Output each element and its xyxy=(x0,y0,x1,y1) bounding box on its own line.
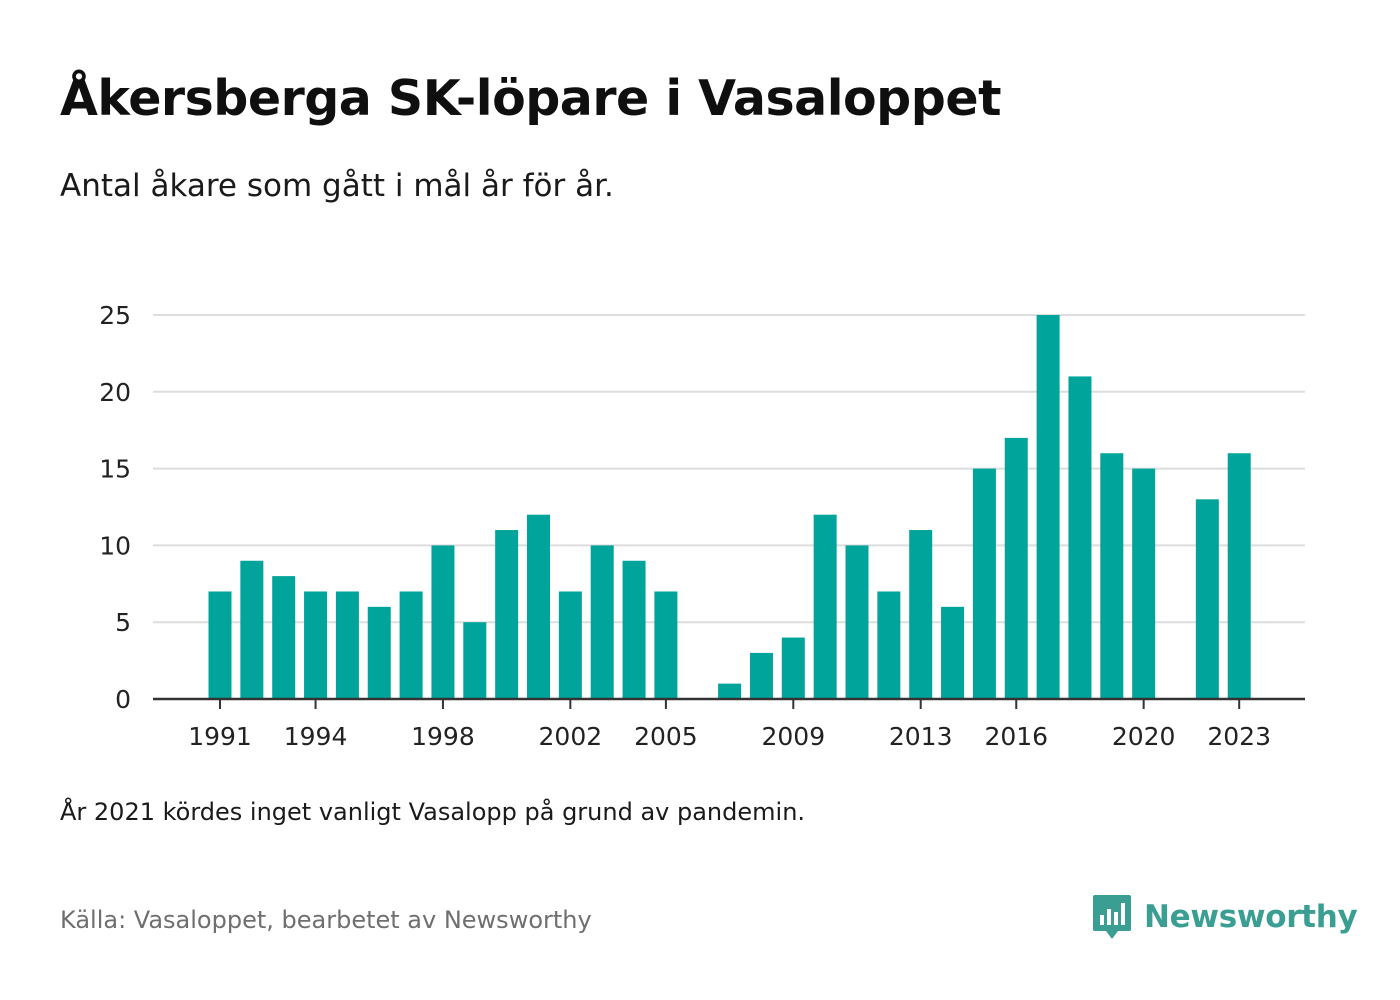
x-tick-label: 2016 xyxy=(984,722,1048,751)
bar-2002 xyxy=(558,591,582,699)
brand-logo[interactable]: Newsworthy xyxy=(1092,893,1358,941)
bar-2013 xyxy=(909,530,933,699)
bar-1996 xyxy=(367,606,391,699)
y-tick-label: 5 xyxy=(115,608,131,637)
brand-name: Newsworthy xyxy=(1144,899,1358,935)
chart-title: Åkersberga SK-löpare i Vasaloppet xyxy=(60,70,1002,127)
bar-2022 xyxy=(1195,499,1219,699)
bar-2020 xyxy=(1132,468,1156,699)
bar-1995 xyxy=(335,591,359,699)
bar-1991 xyxy=(208,591,232,699)
x-tick-label: 2023 xyxy=(1207,722,1271,751)
newsworthy-logo-icon xyxy=(1093,895,1131,939)
bars xyxy=(208,315,1251,699)
bar-2016 xyxy=(1004,437,1028,699)
y-tick-label: 0 xyxy=(115,685,131,714)
bar-2014 xyxy=(941,606,965,699)
bar-1994 xyxy=(304,591,328,699)
bar-1998 xyxy=(431,545,455,699)
bar-2001 xyxy=(527,514,550,699)
chart-subtitle: Antal åkare som gått i mål år för år. xyxy=(60,168,614,204)
x-tick-label: 2020 xyxy=(1112,722,1176,751)
bar-2011 xyxy=(845,545,869,699)
axes: 0 5 10 15 20 25 1991 1994 1998 2002 2005 2009 2013 20… xyxy=(99,301,1305,751)
bar-2004 xyxy=(622,560,646,699)
bar-2018 xyxy=(1068,376,1092,699)
bar-1993 xyxy=(272,576,296,699)
x-tick-label: 1994 xyxy=(284,722,348,751)
source-text: Källa: Vasaloppet, bearbetet av Newswort… xyxy=(60,906,592,934)
bar-2009 xyxy=(781,637,805,699)
y-tick-label: 15 xyxy=(99,455,131,484)
y-tick-label: 25 xyxy=(99,301,131,330)
bar-1992 xyxy=(240,560,264,699)
x-tick-label: 2009 xyxy=(761,722,825,751)
x-tick-label: 2002 xyxy=(539,722,603,751)
bar-2010 xyxy=(813,514,837,699)
bar-2017 xyxy=(1036,315,1060,699)
bar-2005 xyxy=(654,591,678,699)
bar-2003 xyxy=(590,545,614,699)
bar-2015 xyxy=(972,468,996,699)
bar-2023 xyxy=(1227,453,1251,699)
bar-1999 xyxy=(463,622,487,699)
bar-2007 xyxy=(718,683,742,699)
y-tick-label: 20 xyxy=(99,378,131,407)
bar-2000 xyxy=(495,530,519,699)
x-tick-label: 1991 xyxy=(188,722,252,751)
x-tick-label: 1998 xyxy=(411,722,475,751)
bar-2008 xyxy=(749,652,773,699)
bar-1997 xyxy=(399,591,423,699)
bar-2019 xyxy=(1100,453,1124,699)
bar-2012 xyxy=(877,591,901,699)
footnote: År 2021 kördes inget vanligt Vasalopp på… xyxy=(60,798,806,826)
x-tick-label: 2005 xyxy=(634,722,698,751)
x-tick-label: 2013 xyxy=(889,722,953,751)
y-tick-label: 10 xyxy=(99,531,131,560)
